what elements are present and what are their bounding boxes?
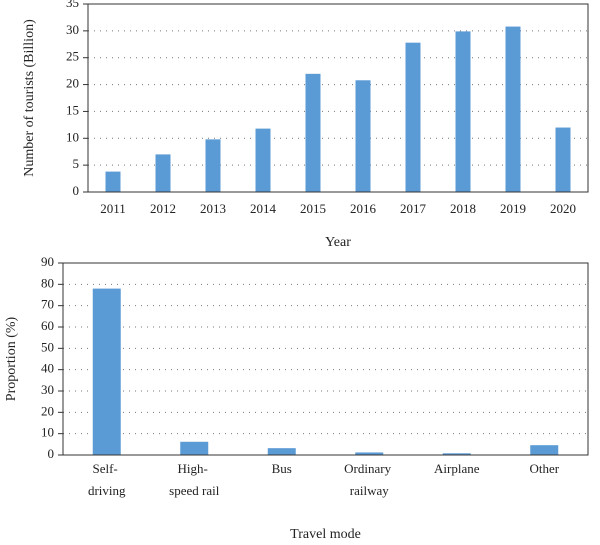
y-tick-label: 80 [41,275,54,290]
y-tick-label: 10 [66,129,79,144]
y-tick-label: 40 [41,361,54,376]
bar [355,80,371,192]
plot-frame [62,262,589,456]
y-tick-label: 0 [48,446,55,461]
x-tick-label: 2012 [150,201,176,216]
y-tick-label: 20 [66,76,79,91]
bar [155,154,171,192]
bar [505,26,521,193]
x-tick-label: 2013 [200,201,226,216]
x-tick-label: 2018 [450,201,476,216]
y-tick-label: 10 [41,425,54,440]
bar [305,73,321,192]
y-tick-label: 25 [66,49,79,64]
x-tick-label: Self- driving [88,461,126,498]
bar [92,288,121,455]
x-tick-label: Other [529,461,559,476]
y-tick-label: 15 [66,102,79,117]
x-tick-label: 2016 [350,201,377,216]
x-tick-label: 2011 [100,201,126,216]
y-tick-label: 50 [41,339,54,354]
y-tick-label: 30 [66,22,79,37]
y-tick-label: 30 [41,382,54,397]
bar [180,441,209,455]
y-tick-label: 90 [41,254,54,269]
y-tick-label: 0 [73,183,80,198]
bar [555,127,571,192]
bar [405,42,421,192]
x-tick-label: Airplane [434,461,480,476]
bar [355,452,384,455]
bar [105,171,121,192]
y-tick-label: 35 [66,0,79,10]
y-tick-label: 5 [73,156,80,171]
x-tick-label: 2020 [550,201,576,216]
plot-frame [87,3,589,193]
x-tick-label: 2017 [400,201,427,216]
bar [205,139,221,192]
bar [255,128,271,192]
bar [267,448,296,455]
x-axis-title: Year [325,235,351,250]
y-tick-label: 20 [41,403,54,418]
x-tick-label: Bus [272,461,292,476]
y-tick-label: 70 [41,297,54,312]
y-tick-label: 60 [41,318,54,333]
x-tick-label: High- speed rail [169,461,220,498]
x-axis-title: Travel mode [290,527,361,542]
x-tick-label: 2019 [500,201,526,216]
bar [442,453,471,455]
y-axis-title: Proportion (%) [4,316,19,401]
x-tick-label: 2015 [300,201,326,216]
bar [455,31,471,192]
bar [530,445,559,455]
x-tick-label: 2014 [250,201,277,216]
x-tick-label: Ordinary railway [344,461,394,498]
y-axis-title: Number of tourists (Billion) [22,19,37,177]
